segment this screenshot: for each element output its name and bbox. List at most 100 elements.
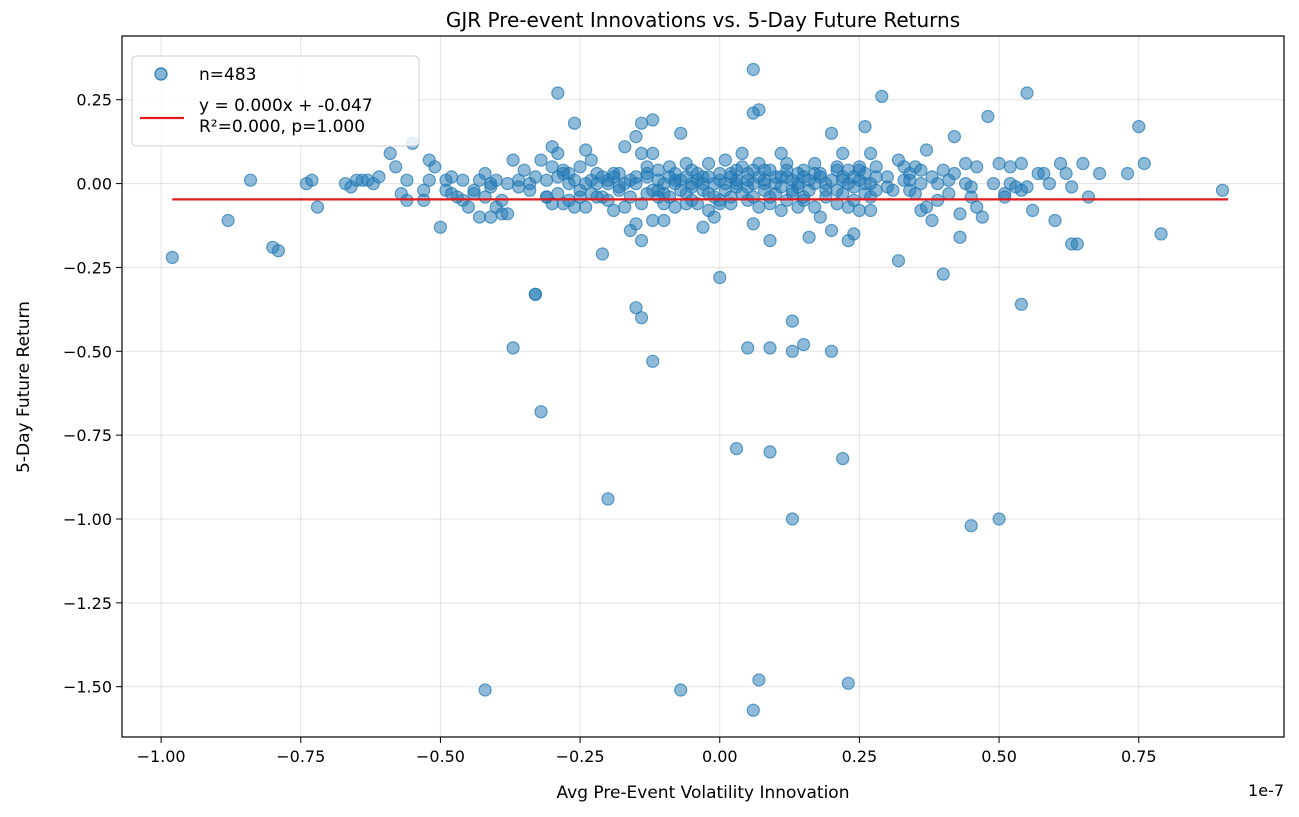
data-point: [1059, 166, 1073, 181]
data-point: [863, 203, 878, 217]
x-axis-offset-text: 1e-7: [1248, 781, 1284, 800]
data-point: [746, 163, 760, 177]
data-point: [573, 160, 587, 174]
data-point: [590, 190, 604, 204]
data-point: [819, 183, 833, 197]
data-point: [774, 146, 788, 160]
data-point: [634, 146, 649, 160]
data-point: [646, 146, 660, 160]
data-point: [863, 190, 878, 204]
data-point: [305, 173, 319, 187]
data-point: [579, 143, 593, 157]
legend-label-fit-line: y = 0.000x + -0.047 R²=0.000, p=1.000: [199, 96, 378, 137]
data-point: [863, 146, 878, 160]
data-point: [1065, 180, 1079, 194]
data-point: [757, 177, 772, 191]
data-point: [372, 170, 386, 184]
data-point: [1053, 156, 1068, 171]
data-point: [763, 445, 777, 459]
data-point: [919, 200, 934, 214]
data-point: [629, 130, 643, 144]
data-point: [942, 187, 956, 201]
data-point: [808, 200, 822, 214]
data-point: [701, 156, 716, 171]
data-point: [841, 200, 855, 214]
data-point: [953, 230, 967, 244]
y-axis-ticks: 0.25 0.00 −0.25 −0.50 −0.75 −1.00 −1.25 −1.50: [63, 91, 122, 697]
x-tick-label: 0.75: [1121, 747, 1157, 766]
data-point: [947, 130, 962, 144]
data-point: [836, 173, 850, 187]
data-point: [467, 183, 481, 197]
data-point: [461, 200, 475, 214]
data-point: [1025, 203, 1040, 217]
data-point: [774, 203, 788, 217]
data-point: [1120, 166, 1135, 181]
chart-title: GJR Pre-event Innovations vs. 5-Day Futu…: [446, 8, 960, 32]
data-point: [612, 180, 626, 194]
data-point: [713, 197, 727, 211]
data-point: [523, 183, 537, 197]
data-point: [484, 180, 498, 194]
data-point: [634, 116, 649, 130]
data-point: [606, 166, 621, 181]
data-point: [713, 270, 727, 285]
data-point: [925, 213, 939, 228]
data-point: [869, 170, 883, 184]
data-point: [690, 197, 705, 211]
data-point: [919, 143, 934, 157]
x-tick-label: −0.25: [556, 747, 605, 766]
data-point: [517, 163, 531, 177]
x-axis-label: Avg Pre-Event Volatility Innovation: [557, 783, 850, 803]
y-tick-label: −1.25: [63, 594, 112, 613]
data-point: [813, 210, 827, 224]
data-point: [735, 146, 749, 160]
data-point: [830, 160, 844, 174]
data-point: [584, 153, 598, 167]
data-point: [500, 177, 515, 191]
data-point: [506, 341, 520, 355]
data-point: [836, 452, 850, 466]
data-point: [718, 153, 732, 167]
data-point: [763, 190, 777, 204]
data-point: [953, 207, 967, 221]
data-point: [1048, 213, 1062, 228]
y-tick-label: −0.25: [63, 258, 112, 277]
data-point: [640, 160, 654, 174]
data-point: [914, 177, 928, 191]
data-point: [858, 119, 872, 134]
data-point: [701, 187, 716, 201]
data-point: [847, 227, 861, 241]
data-point: [875, 89, 889, 104]
data-point: [852, 163, 867, 177]
data-point: [428, 160, 442, 174]
data-point: [445, 170, 459, 184]
data-point: [741, 341, 755, 355]
legend-marker-points: [154, 67, 168, 81]
data-point: [914, 163, 928, 177]
data-point: [903, 173, 917, 187]
data-point: [947, 166, 962, 181]
data-point: [243, 173, 258, 187]
data-point: [478, 166, 492, 181]
data-point: [668, 173, 682, 187]
legend-fit-equation: y = 0.000x + -0.047: [199, 96, 373, 116]
data-point: [791, 180, 805, 194]
y-tick-label: −1.00: [63, 510, 112, 529]
data-point: [383, 146, 397, 160]
data-point: [880, 180, 895, 194]
x-tick-label: 0.50: [981, 747, 1017, 766]
data-point: [774, 170, 788, 184]
data-point: [785, 314, 800, 328]
data-point: [746, 217, 760, 231]
data-point: [623, 190, 638, 204]
data-point: [746, 62, 760, 77]
data-point: [992, 156, 1006, 171]
data-point: [986, 177, 1001, 191]
data-point: [433, 220, 447, 234]
data-point: [595, 247, 610, 261]
data-point: [1003, 160, 1017, 174]
data-point: [551, 86, 565, 100]
x-tick-label: −0.50: [416, 747, 465, 766]
